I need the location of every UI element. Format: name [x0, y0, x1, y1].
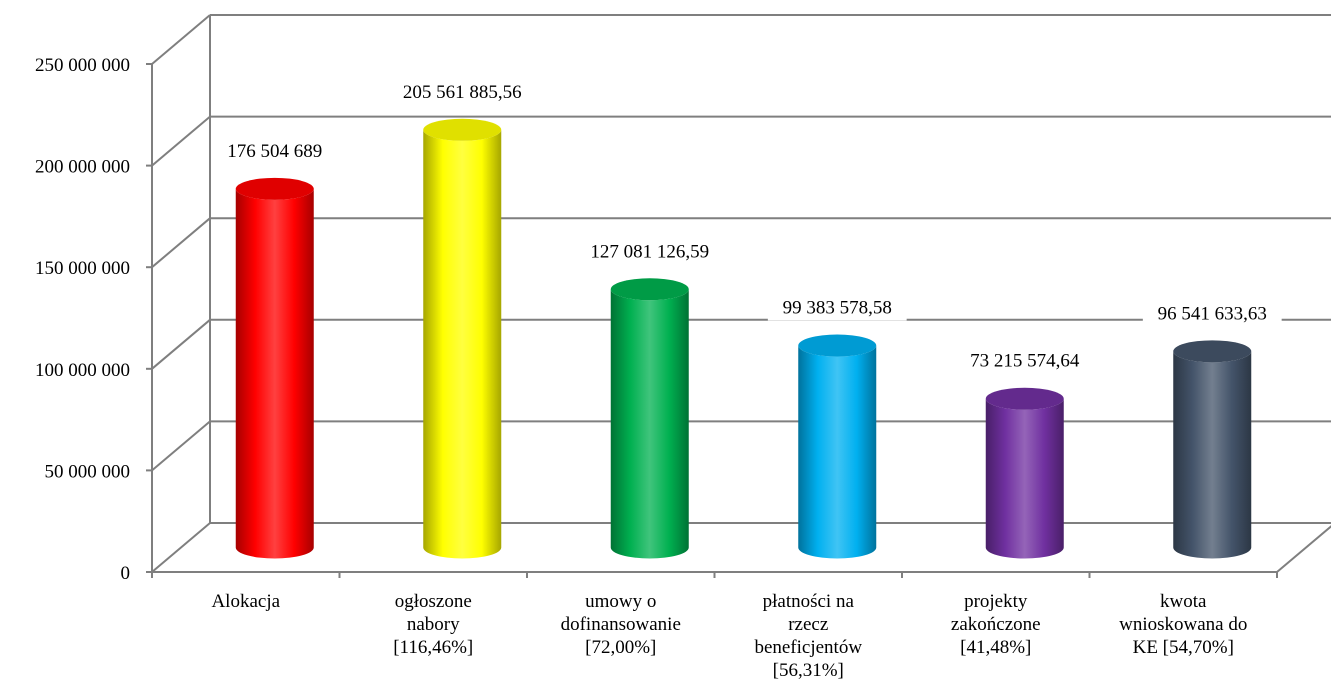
data-label-bg: [955, 346, 1095, 374]
data-label: 127 081 126,59: [590, 241, 709, 262]
y-tick-label: 0: [121, 563, 131, 584]
y-tick-label: 150 000 000: [35, 258, 130, 279]
data-label: 99 383 578,58: [783, 298, 892, 319]
x-tick-label: Alokacja: [211, 591, 280, 612]
data-label-bg: [214, 136, 335, 164]
data-label: 73 215 574,64: [970, 351, 1080, 372]
gridline-depth: [151, 14, 211, 65]
floor-edge: [1276, 525, 1331, 573]
data-label: 176 504 689: [227, 141, 322, 162]
bar-top: [235, 177, 314, 200]
bar-top: [1173, 340, 1252, 363]
x-tick-label: ogłoszone nabory [116,46%]: [393, 591, 473, 658]
y-tick-label: 250 000 000: [35, 55, 130, 76]
x-tick-label: płatności na rzecz beneficjentów [56,31%]: [754, 591, 862, 681]
data-label-bg: [767, 293, 907, 321]
bar-body: [1173, 351, 1252, 559]
gridline-depth: [151, 522, 211, 573]
data-label-bg: [1142, 299, 1282, 327]
bar: [1173, 340, 1252, 559]
bar-body: [423, 129, 502, 559]
gridline-depth: [151, 420, 211, 472]
bar: [798, 334, 877, 559]
data-label-bg: [575, 237, 724, 265]
bar: [985, 387, 1064, 559]
bar: [423, 118, 502, 559]
data-label-bg: [388, 77, 537, 105]
bar: [610, 278, 689, 559]
gridline-depth: [151, 217, 211, 268]
bar-body: [610, 289, 689, 559]
gridline-depth: [151, 115, 211, 167]
data-label: 96 541 633,63: [1158, 303, 1267, 324]
bar-top: [798, 334, 877, 357]
bar-body: [235, 188, 314, 559]
y-tick-label: 50 000 000: [45, 461, 131, 482]
bar-top: [985, 387, 1064, 410]
y-tick-label: 100 000 000: [35, 360, 130, 381]
y-tick-label: 200 000 000: [35, 157, 130, 178]
gridline-depth: [151, 319, 211, 370]
bar-body: [798, 345, 877, 559]
bar-body: [985, 398, 1064, 559]
bar: [235, 177, 314, 559]
x-tick-label: umowy o dofinansowanie [72,00%]: [561, 591, 681, 658]
data-label: 205 561 885,56: [403, 82, 522, 103]
x-tick-label: kwota wnioskowana do KE [54,70%]: [1119, 591, 1247, 658]
bar-top: [610, 278, 689, 301]
bar-top: [423, 118, 502, 141]
x-tick-label: projekty zakończone [41,48%]: [951, 591, 1041, 658]
